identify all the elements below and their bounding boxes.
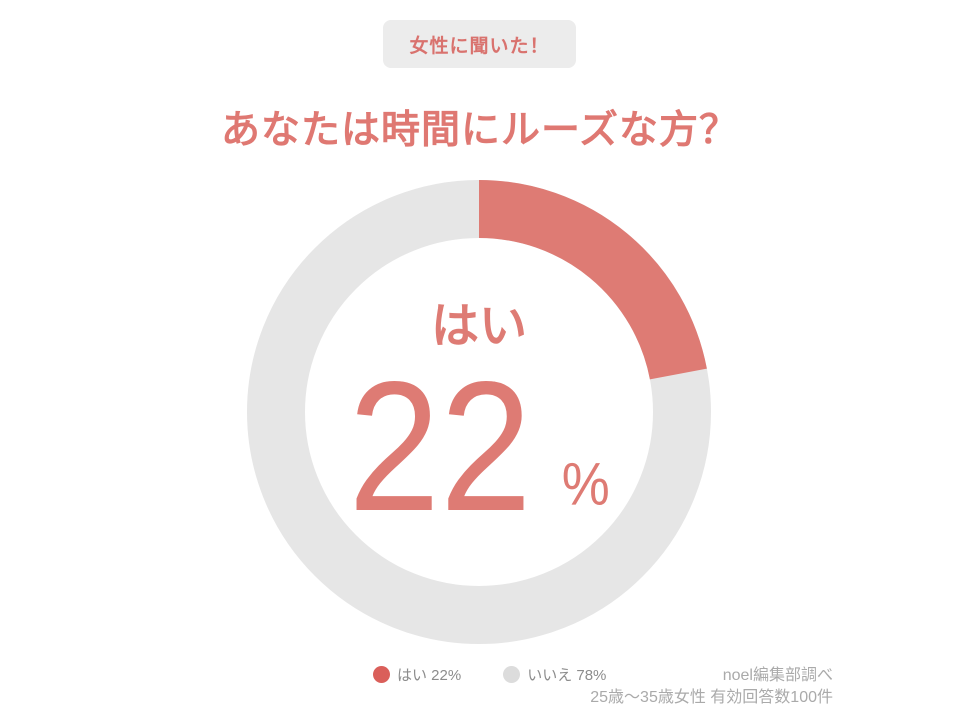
svg-text:22%: 22% bbox=[348, 343, 610, 550]
svg-text:はい: はい bbox=[431, 300, 527, 353]
